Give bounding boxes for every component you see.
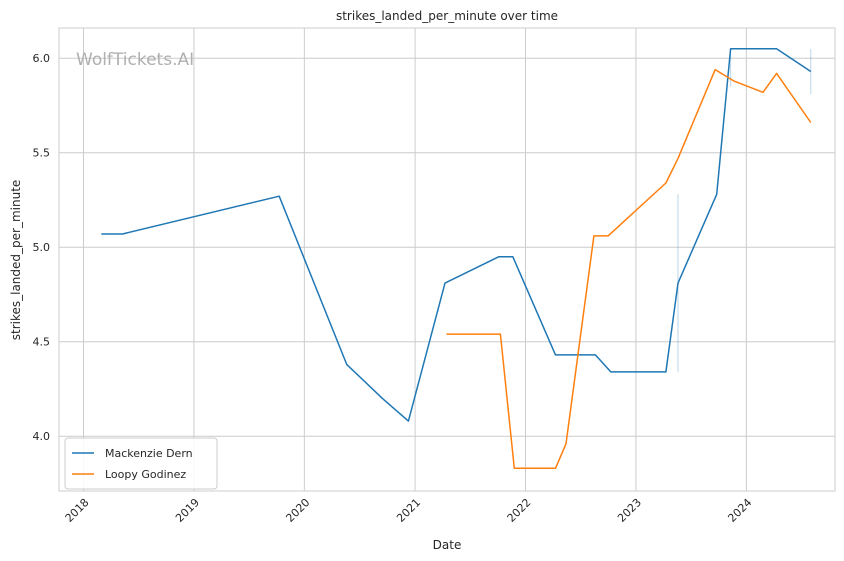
grid (59, 28, 835, 491)
x-axis-label: Date (433, 538, 462, 552)
watermark: WolfTickets.AI (76, 50, 194, 70)
legend-entry: Mackenzie Dern (105, 447, 193, 460)
legend: Mackenzie Dern Loopy Godinez (64, 437, 218, 490)
series-lines (101, 48, 812, 470)
legend-box (64, 437, 218, 490)
series-line-1 (446, 68, 812, 470)
y-tick-label: 5.5 (33, 147, 51, 160)
y-tick-label: 6.0 (33, 52, 51, 65)
chart-title: strikes_landed_per_minute over time (336, 9, 558, 23)
y-tick-label: 4.5 (33, 336, 51, 349)
legend-entry: Loopy Godinez (105, 468, 186, 481)
series-line-0 (101, 48, 812, 422)
y-tick-label: 5.0 (33, 241, 51, 254)
y-axis-label: strikes_landed_per_minute (9, 180, 23, 341)
y-tick-label: 4.0 (33, 430, 51, 443)
y-axis-ticks: 4.0 4.5 5.0 5.5 6.0 (33, 52, 51, 443)
plot-frame (58, 27, 836, 492)
